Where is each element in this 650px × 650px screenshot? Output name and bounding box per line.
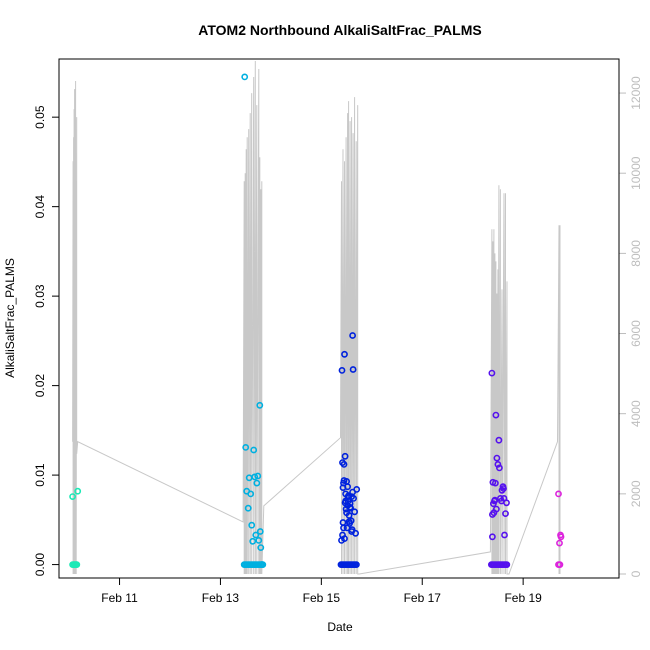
data-point-series-4 [494, 460, 502, 468]
data-point-series-4 [501, 531, 508, 539]
data-point-series-3 [342, 490, 349, 498]
x-tick-label: Feb 11 [101, 591, 138, 605]
data-point-series-4 [493, 454, 501, 462]
data-point-series-3 [338, 366, 346, 374]
data-point-series-3 [346, 503, 354, 511]
data-point-series-4 [490, 497, 498, 505]
y2-tick-label: 12000 [629, 76, 643, 110]
data-point-series-3 [349, 488, 356, 496]
data-point-series-4 [488, 369, 496, 377]
data-point-series-3 [349, 332, 356, 339]
data-point-series-1 [74, 487, 82, 495]
data-point-series-2 [254, 472, 262, 480]
chart-title: ATOM2 Northbound AlkaliSaltFrac_PALMS [198, 22, 481, 38]
data-point-series-2 [256, 528, 264, 535]
data-point-series-2 [247, 490, 255, 498]
data-point-series-4 [492, 505, 500, 513]
data-point-series-4 [495, 436, 503, 444]
data-point-series-5 [555, 490, 562, 498]
data-point-series-2 [252, 531, 260, 539]
axes: Feb 11 Feb 13 Feb 15 Feb 17 Feb 19 0.00 0.01 0.… [33, 76, 643, 605]
data-point-series-3 [348, 528, 355, 535]
data-point-series-3 [350, 494, 357, 502]
data-point-series-2 [257, 561, 265, 568]
data-point-series-3 [341, 535, 348, 542]
y2-tick-label: 8000 [629, 240, 643, 267]
data-point-series-4 [502, 510, 509, 517]
altitude-line [72, 60, 561, 575]
y-axis-label: AlkaliSaltFrac_PALMS [3, 258, 17, 378]
data-point-series-2 [242, 443, 250, 451]
data-point-series-2 [244, 504, 252, 512]
data-point-series-4 [500, 485, 507, 492]
data-point-series-4 [498, 497, 505, 505]
data-point-series-2 [253, 479, 261, 487]
y-tick-label: 0.01 [33, 463, 47, 487]
zero-point-series-3 [352, 561, 360, 568]
x-tick-label: Feb 17 [404, 591, 442, 605]
data-point-series-5 [557, 533, 565, 541]
y2-tick-label: 10000 [629, 156, 643, 190]
data-point-series-2 [250, 446, 258, 454]
zero-point-series-5 [556, 561, 564, 568]
x-tick-label: Feb 15 [303, 591, 341, 605]
data-point-series-3 [343, 477, 350, 485]
x-axis-label: Date [327, 620, 353, 634]
data-point-series-2 [248, 521, 256, 529]
y-tick-label: 0.05 [33, 105, 47, 129]
y2-tick-label: 0 [629, 570, 643, 577]
data-point-series-3 [349, 366, 357, 373]
data-point-series-3 [341, 350, 348, 358]
data-point-series-4 [492, 411, 500, 419]
y2-tick-label: 2000 [629, 480, 643, 507]
data-point-series-4 [488, 511, 496, 518]
data-point-series-2 [256, 401, 264, 409]
data-point-series-5 [556, 539, 563, 547]
plot-frame [58, 58, 620, 579]
data-point-series-4 [488, 533, 496, 541]
y-tick-label: 0.02 [33, 374, 47, 398]
data-point-series-4 [495, 464, 503, 472]
y2-tick-label: 4000 [629, 400, 643, 427]
y2-tick-label: 6000 [629, 320, 643, 347]
data-point-series-2 [241, 73, 249, 81]
data-point-series-1 [69, 493, 76, 500]
data-point-series-3 [339, 519, 347, 526]
data-point-series-3 [345, 512, 353, 519]
data-point-series-2 [249, 537, 257, 545]
zero-point-series-4 [503, 561, 511, 568]
data-point-series-3 [351, 508, 358, 516]
data-point-series-3 [344, 497, 352, 505]
data-point-series-3 [341, 452, 349, 460]
data-point-series-2 [257, 544, 265, 551]
data-point-series-1 [72, 561, 80, 568]
y-tick-label: 0.04 [33, 195, 47, 219]
data-point-series-3 [340, 460, 348, 468]
data-point-series-4 [491, 479, 499, 487]
data-point-series-2 [255, 537, 263, 544]
x-tick-label: Feb 19 [504, 591, 542, 605]
data-point-series-2 [251, 473, 259, 481]
altitude-trace [72, 60, 561, 575]
x-tick-label: Feb 13 [202, 591, 240, 605]
data-points [69, 73, 565, 568]
y-tick-label: 0.00 [33, 553, 47, 577]
y-tick-label: 0.03 [33, 284, 47, 308]
